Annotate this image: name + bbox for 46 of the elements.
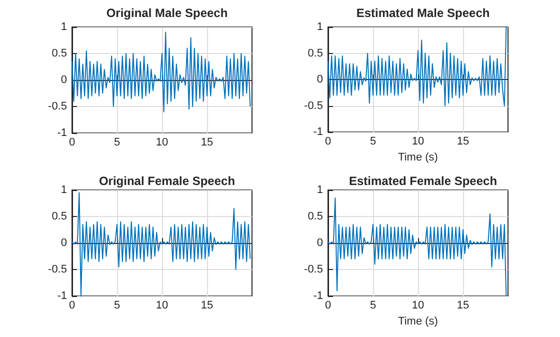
y-tick-label: 0 <box>60 237 67 249</box>
line-series <box>328 197 507 296</box>
x-tick-label: 10 <box>156 300 168 312</box>
y-tick-label: 0 <box>316 237 323 249</box>
x-tick-label: 5 <box>114 136 120 148</box>
x-axis-title: Time (s) <box>398 152 438 164</box>
y-tick-label: -0.5 <box>48 264 67 276</box>
x-tick-label: 15 <box>200 300 214 312</box>
y-tick-label: 0.5 <box>52 210 67 222</box>
y-tick-label: 0.5 <box>52 48 67 60</box>
y-tick-label: 0 <box>60 74 67 86</box>
x-tick-label: 5 <box>370 300 376 312</box>
chart-title: Estimated Male Speech <box>356 6 490 20</box>
x-tick-label: 15 <box>456 136 470 148</box>
chart-title: Original Female Speech <box>98 174 236 188</box>
y-tick-label: -0.5 <box>304 264 323 276</box>
y-tick-label: -0.5 <box>48 100 67 112</box>
y-tick-label: -1 <box>57 290 67 302</box>
line-series <box>72 32 251 112</box>
x-tick-label: 15 <box>456 300 470 312</box>
y-tick-label: -1 <box>313 126 323 138</box>
x-tick-label: 10 <box>412 300 424 312</box>
y-tick-label: 1 <box>316 21 323 33</box>
y-tick-label: 1 <box>60 21 67 33</box>
x-tick-label: 15 <box>200 136 214 148</box>
x-tick-label: 10 <box>156 136 168 148</box>
y-tick-label: 0.5 <box>308 47 323 60</box>
y-tick-label: -1 <box>313 290 323 302</box>
y-tick-label: 0.5 <box>308 210 323 222</box>
x-tick-label: 5 <box>114 300 120 312</box>
x-tick-label: 0 <box>324 300 332 312</box>
y-tick-label: 1 <box>60 184 67 196</box>
x-tick-label: 0 <box>68 300 76 312</box>
line-series <box>72 192 251 296</box>
x-tick-label: 5 <box>370 136 376 148</box>
x-tick-label: 0 <box>68 136 76 148</box>
x-tick-label: 10 <box>412 136 424 148</box>
line-series <box>328 26 507 106</box>
y-tick-label: -0.5 <box>304 100 323 112</box>
x-axis-title: Time (s) <box>398 316 438 328</box>
y-tick-label: -1 <box>57 127 67 139</box>
chart-title: Original Male Speech <box>106 6 228 20</box>
chart-title: Estimated Female Speech <box>348 174 498 188</box>
x-tick-label: 0 <box>324 136 332 148</box>
y-tick-label: 0 <box>316 74 323 86</box>
y-tick-label: 1 <box>316 184 323 196</box>
